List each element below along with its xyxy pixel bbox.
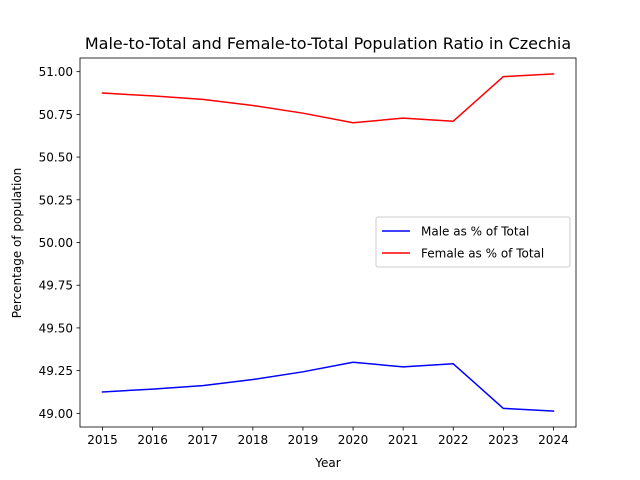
x-tick-label: 2020	[338, 433, 369, 447]
plot-area: 2015 2016 2017 2018 2019 2020 2021 2022 2023 2024…	[39, 57, 577, 447]
y-tick-label: 51.00	[39, 65, 73, 79]
x-tick-label: 2018	[238, 433, 269, 447]
legend: Male as % of Total Female as % of Total	[375, 216, 571, 268]
y-tick-label: 49.75	[39, 279, 73, 293]
x-tick-label: 2016	[137, 433, 168, 447]
y-tick-label: 49.50	[39, 321, 73, 335]
y-tick-label: 50.75	[39, 108, 73, 122]
x-tick-label: 2022	[438, 433, 469, 447]
y-tick-label: 49.25	[39, 364, 73, 378]
x-tick-label: 2015	[87, 433, 118, 447]
legend-box	[375, 216, 571, 268]
y-axis-title: Percentage of population	[10, 168, 24, 319]
y-tick-label: 49.00	[39, 407, 73, 421]
x-tick-label: 2017	[187, 433, 218, 447]
x-tick-label: 2021	[388, 433, 419, 447]
y-tick-label: 50.50	[39, 151, 73, 165]
x-tick-label: 2019	[288, 433, 319, 447]
y-tick-label: 50.25	[39, 193, 73, 207]
series-line-male	[101, 361, 555, 412]
x-tick-label: 2023	[488, 433, 519, 447]
legend-label: Male as % of Total	[421, 225, 529, 239]
legend-label: Female as % of Total	[421, 247, 544, 261]
series-line-female	[101, 73, 555, 124]
chart-title: Male-to-Total and Female-to-Total Popula…	[85, 34, 571, 53]
y-tick-label: 50.00	[39, 236, 73, 250]
x-axis-title: Year	[314, 456, 340, 470]
x-tick-label: 2024	[538, 433, 569, 447]
